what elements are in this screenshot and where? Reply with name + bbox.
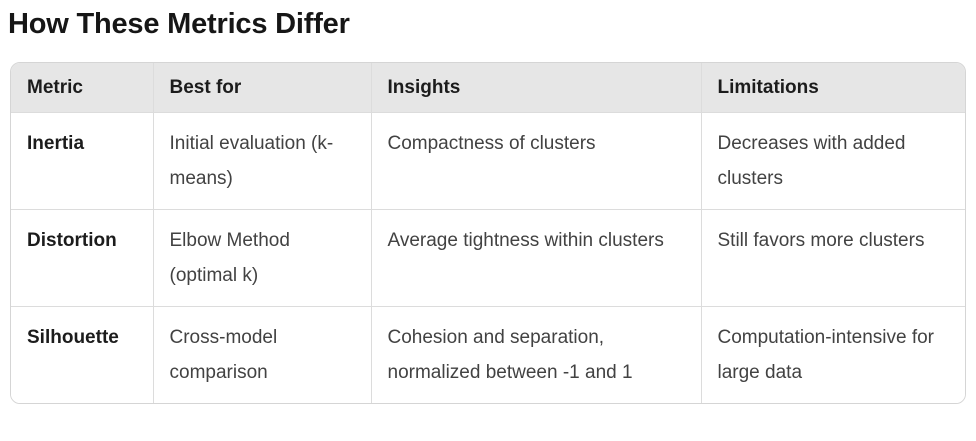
metrics-table-container: Metric Best for Insights Limitations Ine… — [10, 62, 966, 405]
cell-metric-name: Inertia — [11, 112, 153, 210]
cell-metric-name: Distortion — [11, 209, 153, 307]
cell-insights: Compactness of clusters — [370, 112, 701, 210]
column-header-insights: Insights — [370, 63, 701, 113]
column-header-limitations: Limitations — [700, 63, 965, 113]
cell-limitations: Still favors more clusters — [700, 209, 965, 307]
metrics-comparison-table: Metric Best for Insights Limitations Ine… — [11, 63, 965, 404]
table-row-silhouette: Silhouette Cross-model comparison Cohesi… — [11, 306, 965, 404]
column-header-metric: Metric — [11, 63, 153, 113]
cell-best-for: Cross-model comparison — [152, 306, 371, 404]
table-row-inertia: Inertia Initial evaluation (k-means) Com… — [11, 112, 965, 210]
cell-insights: Cohesion and separation, normalized betw… — [370, 306, 701, 404]
table-header-row: Metric Best for Insights Limitations — [11, 63, 965, 113]
page-title: How These Metrics Differ — [8, 8, 350, 40]
column-header-best-for: Best for — [152, 63, 371, 113]
cell-metric-name: Silhouette — [11, 306, 153, 404]
cell-limitations: Decreases with added clusters — [700, 112, 965, 210]
table-row-distortion: Distortion Elbow Method (optimal k) Aver… — [11, 209, 965, 307]
cell-limitations: Computation-intensive for large data — [700, 306, 965, 404]
cell-best-for: Elbow Method (optimal k) — [152, 209, 371, 307]
cell-insights: Average tightness within clusters — [370, 209, 701, 307]
cell-best-for: Initial evaluation (k-means) — [152, 112, 371, 210]
